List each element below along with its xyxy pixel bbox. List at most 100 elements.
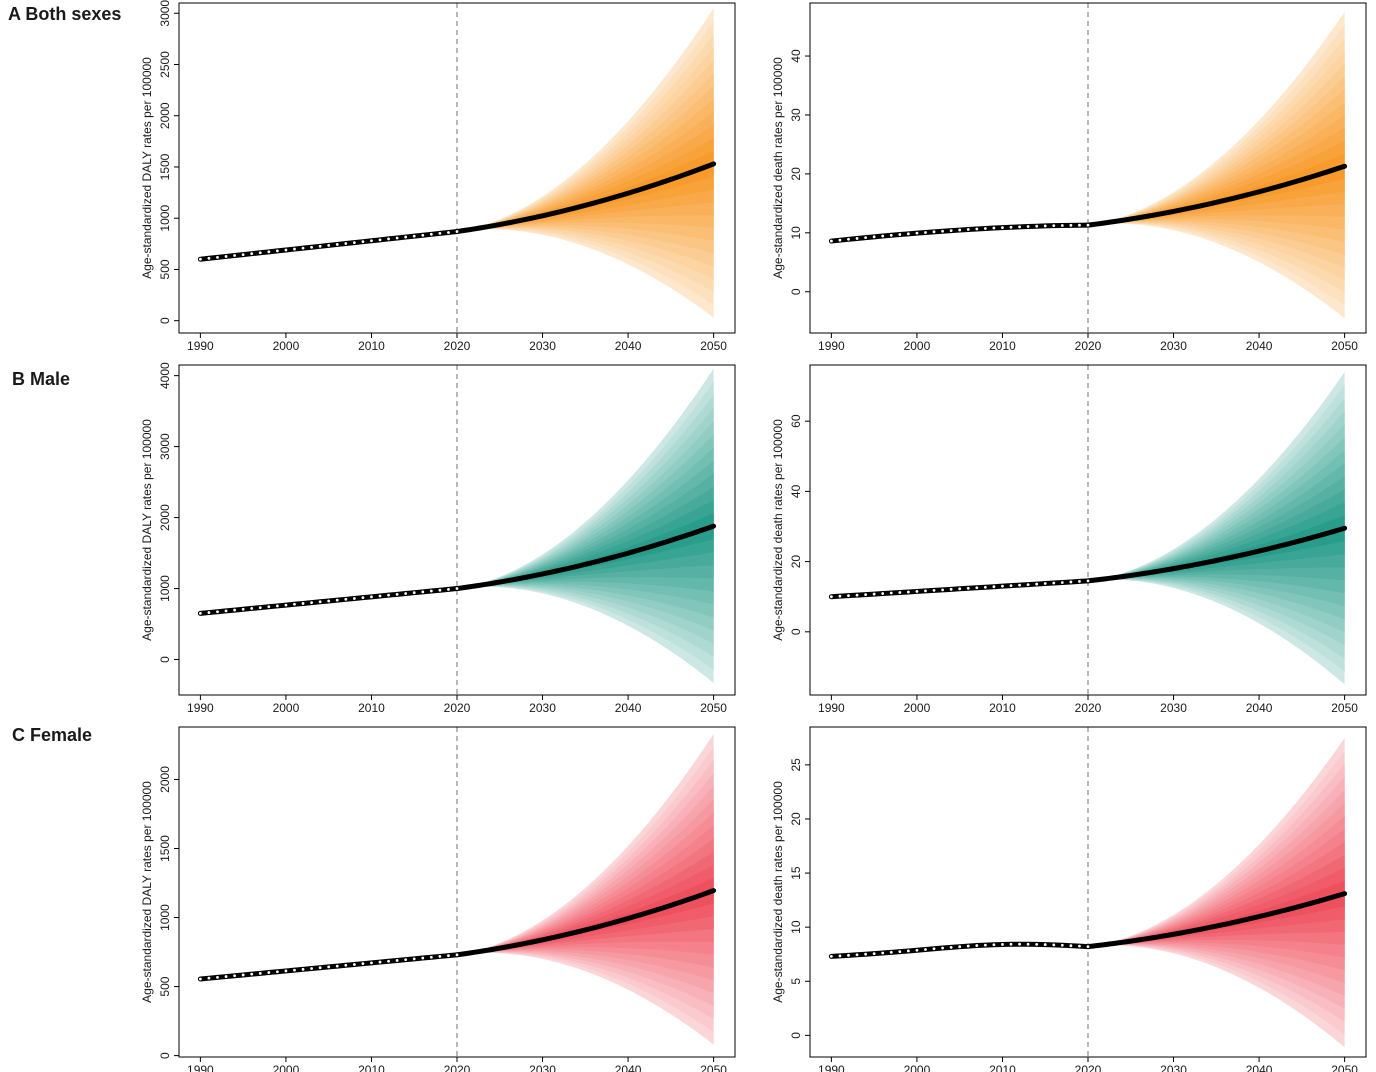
panel-label: A Both sexes [8,4,121,24]
observed-point [352,597,356,600]
x-tick-label: 2020 [444,339,471,353]
observed-point [1009,584,1013,588]
observed-point [395,236,399,240]
observed-point [881,234,885,238]
observed-point [284,248,288,252]
observed-point [344,242,348,245]
observed-point [404,958,408,962]
y-tick-label: 0 [789,288,803,295]
observed-point [447,954,450,958]
observed-point [966,586,970,590]
x-tick-label: 2010 [989,1063,1016,1072]
observed-point [881,592,885,595]
y-tick-label: 25 [789,758,803,772]
y-tick-label: 1000 [158,904,172,931]
forecast-line [454,888,717,958]
observed-series [828,941,1091,959]
observed-point [198,611,202,615]
forecast-band [457,877,714,955]
y-tick-label: 10 [789,920,803,934]
y-tick-label: 1000 [158,205,172,232]
observed-point [429,589,433,593]
observed-point [233,254,237,257]
observed-point [838,954,842,958]
forecast-fan [457,8,714,318]
observed-point [370,961,373,965]
y-axis-title: Age-standardized DALY rates per 100000 [140,419,154,641]
observed-point [224,975,228,978]
observed-point [378,960,382,964]
observed-point [932,588,936,592]
observed-point [1060,581,1064,584]
observed-point [207,256,211,260]
observed-point [318,600,322,604]
y-tick-label: 0 [158,1052,172,1059]
observed-point [829,954,833,958]
observed-point [233,608,237,612]
x-tick-label: 2040 [1246,701,1273,715]
x-tick-label: 2000 [904,339,931,353]
observed-point [906,232,910,236]
x-tick-label: 2000 [273,701,300,715]
observed-point [924,589,927,593]
observed-point [1009,942,1013,946]
observed-point [275,970,279,974]
observed-point [207,611,211,614]
observed-point [1078,944,1081,948]
observed-point [992,585,996,589]
observed-point [216,255,219,259]
observed-point [1069,944,1073,948]
x-tick-label: 1990 [187,1063,214,1072]
observed-point [975,586,979,590]
x-tick-label: 1990 [818,339,845,353]
observed-point [829,239,833,243]
observed-point [267,971,271,974]
observed-point [412,957,416,961]
observed-point [455,587,459,590]
x-tick-label: 2050 [700,339,727,353]
x-tick-label: 2020 [1075,339,1102,353]
y-axis-title: Age-standardized death rates per 100000 [771,57,785,279]
x-tick-label: 2040 [615,339,642,353]
chart-panel-5: 1990 2000 2010 2020 2030 2040 2050 0 5 10 15 20 25 Ag… [771,726,1367,1072]
observed-series [197,952,460,982]
observed-point [387,959,390,963]
observed-point [1035,582,1039,586]
y-tick-label: 1500 [158,835,172,862]
observed-point [906,590,910,594]
observed-point [889,233,893,237]
observed-series [828,222,1091,244]
observed-point [864,952,867,956]
observed-point [301,967,305,971]
y-tick-label: 10 [789,226,803,240]
observed-point [250,972,254,976]
observed-point [1018,942,1021,946]
observed-point [198,257,202,261]
observed-point [352,963,356,966]
observed-point [864,236,867,240]
observed-point [344,597,348,601]
forecast-line [454,523,717,592]
y-tick-label: 15 [789,866,803,880]
observed-series [828,578,1091,600]
observed-point [429,232,433,236]
y-tick-label: 4000 [158,362,172,389]
observed-point [889,950,893,954]
observed-point [361,962,365,966]
y-tick-label: 0 [789,628,803,635]
observed-point [872,592,876,596]
chart-panel-3: 1990 2000 2010 2020 2030 2040 20500204060Age-s… [771,364,1367,715]
y-axis-title: Age-standardized death rates per 100000 [771,419,785,641]
observed-point [352,241,356,245]
x-tick-label: 1990 [187,701,214,715]
observed-point [949,229,953,233]
observed-point [241,607,245,611]
observed-point [941,946,944,950]
observed-point [1001,943,1004,946]
observed-point [924,948,927,951]
observed-point [378,238,382,242]
observed-point [258,971,262,975]
observed-point [216,975,219,979]
observed-point [335,964,339,968]
observed-point [983,585,987,589]
